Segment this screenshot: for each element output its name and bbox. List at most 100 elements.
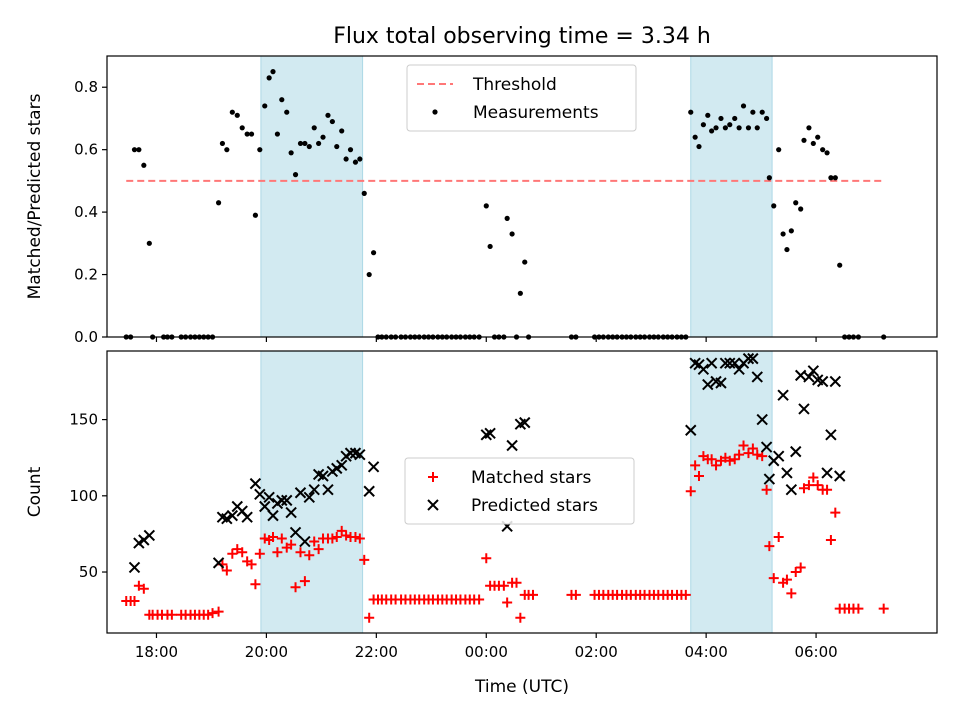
data-point xyxy=(788,228,794,234)
data-point xyxy=(241,511,253,523)
data-point xyxy=(263,491,275,504)
data-point xyxy=(801,137,807,143)
data-point xyxy=(502,597,513,608)
data-point xyxy=(274,131,280,137)
y-tick-label: 50 xyxy=(79,563,98,581)
data-point xyxy=(281,494,293,507)
data-point xyxy=(527,589,538,600)
data-point xyxy=(815,134,821,140)
data-point xyxy=(511,577,522,588)
data-point xyxy=(705,357,718,369)
data-point xyxy=(203,609,214,620)
series-predicted-stars xyxy=(128,352,846,574)
data-point xyxy=(487,243,493,250)
y-tick-label: 150 xyxy=(69,411,98,429)
data-point xyxy=(254,488,266,500)
data-point xyxy=(322,484,334,496)
x-tick-label: 20:00 xyxy=(245,643,288,661)
data-point xyxy=(761,484,772,495)
axes-frame xyxy=(106,350,938,634)
legend-swatch xyxy=(427,499,439,511)
data-point xyxy=(207,608,218,619)
x-tick-label: 00:00 xyxy=(465,643,508,661)
data-point xyxy=(807,365,820,377)
data-point xyxy=(696,143,702,150)
data-point xyxy=(237,547,248,558)
data-point xyxy=(270,69,276,75)
data-point xyxy=(798,206,804,212)
x-axis-label: Time (UTC) xyxy=(474,677,569,697)
data-point xyxy=(764,541,775,552)
data-point xyxy=(754,125,760,131)
data-point xyxy=(166,609,177,620)
data-point xyxy=(309,536,320,547)
data-point xyxy=(320,134,326,140)
data-point xyxy=(853,603,864,614)
data-point xyxy=(522,259,528,265)
data-point xyxy=(128,561,141,574)
legend-box xyxy=(404,457,635,525)
y-tick-label: 0.8 xyxy=(74,78,98,96)
x-tick-label: 06:00 xyxy=(794,643,837,661)
series-matched-stars xyxy=(121,440,889,623)
data-point xyxy=(354,448,366,461)
data-point xyxy=(700,122,706,128)
data-point xyxy=(234,112,240,118)
data-point xyxy=(816,375,829,388)
data-point xyxy=(143,529,156,542)
data-point xyxy=(506,439,518,452)
data-point xyxy=(336,525,347,536)
data-point xyxy=(267,509,279,522)
legend-label: Predicted stars xyxy=(471,496,598,516)
data-point xyxy=(570,589,581,600)
data-point xyxy=(786,588,797,599)
data-point xyxy=(757,451,768,462)
data-point xyxy=(295,547,306,558)
chart-title: Flux total observing time = 3.34 h xyxy=(333,24,711,49)
data-point xyxy=(227,548,238,559)
data-point xyxy=(747,352,759,365)
data-point xyxy=(244,131,250,137)
data-point xyxy=(336,459,348,472)
y-tick-label: 0.4 xyxy=(74,203,98,221)
data-point xyxy=(821,467,833,479)
data-point xyxy=(254,548,265,559)
data-point xyxy=(685,424,697,436)
data-point xyxy=(317,470,329,482)
data-point xyxy=(290,582,301,593)
shaded-interval xyxy=(260,55,364,338)
data-point xyxy=(747,443,758,454)
data-point xyxy=(825,429,837,441)
data-point xyxy=(331,531,342,542)
data-point xyxy=(329,118,335,125)
data-point xyxy=(693,470,704,481)
y-tick-label: 0.2 xyxy=(74,266,98,284)
data-point xyxy=(733,363,745,375)
x-tick-label: 18:00 xyxy=(135,643,178,661)
data-point xyxy=(772,450,785,462)
y-tick-label: 100 xyxy=(69,487,98,505)
data-point xyxy=(763,473,776,485)
data-point xyxy=(257,147,263,153)
data-point xyxy=(724,357,736,369)
data-point xyxy=(803,371,815,383)
data-point xyxy=(830,507,841,518)
legend: Threshold Measurements xyxy=(406,64,637,132)
data-point xyxy=(784,246,790,253)
data-point xyxy=(311,125,317,131)
legend-label: Measurements xyxy=(473,103,599,123)
data-point xyxy=(136,147,142,153)
data-point xyxy=(325,112,331,118)
legend: Matched stars Predicted stars xyxy=(404,457,635,525)
data-point xyxy=(781,467,793,479)
data-point xyxy=(259,533,270,544)
data-point xyxy=(810,140,816,147)
data-point xyxy=(481,553,492,564)
data-point xyxy=(740,103,747,109)
data-point xyxy=(766,175,772,181)
data-point xyxy=(713,125,719,131)
data-point xyxy=(350,531,361,542)
data-point xyxy=(793,200,799,206)
data-point xyxy=(219,140,226,147)
data-point xyxy=(832,175,838,181)
